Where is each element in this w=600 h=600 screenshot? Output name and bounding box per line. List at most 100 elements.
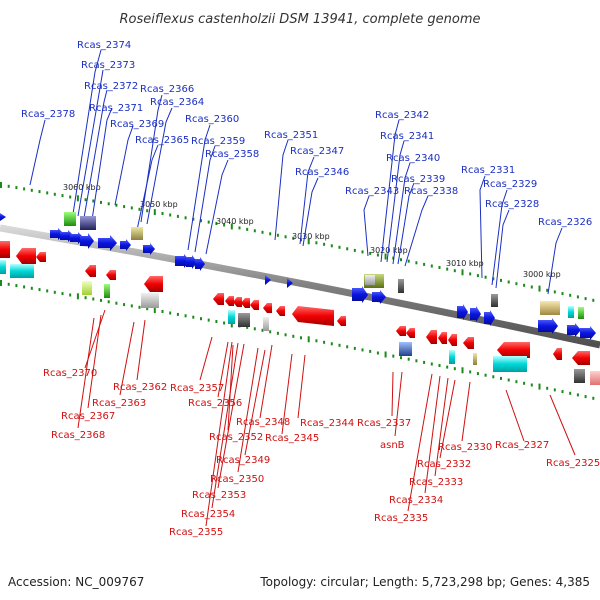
- gene-label[interactable]: Rcas_2362: [113, 382, 167, 393]
- gene-label[interactable]: Rcas_2345: [265, 433, 319, 444]
- gene-arrow[interactable]: [572, 351, 590, 365]
- gene-label[interactable]: Rcas_2369: [110, 119, 164, 130]
- gene-label[interactable]: Rcas_2333: [409, 477, 463, 488]
- gene-label[interactable]: Rcas_2326: [538, 217, 592, 228]
- gene-label[interactable]: Rcas_2335: [374, 513, 428, 524]
- gene-label[interactable]: Rcas_2353: [192, 490, 246, 501]
- gene-arrow[interactable]: [106, 270, 116, 280]
- gene-arrow[interactable]: [406, 328, 415, 338]
- gene-arrow[interactable]: [16, 248, 36, 264]
- gene-arrow[interactable]: [448, 334, 457, 346]
- gene-arrow[interactable]: [538, 318, 558, 334]
- feature-box[interactable]: [263, 317, 269, 331]
- feature-box[interactable]: [82, 281, 92, 295]
- gene-label[interactable]: Rcas_2363: [92, 398, 146, 409]
- feature-box[interactable]: [493, 356, 527, 372]
- gene-arrow[interactable]: [263, 303, 272, 313]
- gene-label[interactable]: Rcas_2370: [43, 368, 97, 379]
- gene-label[interactable]: Rcas_2359: [191, 136, 245, 147]
- gene-label[interactable]: Rcas_2366: [140, 84, 194, 95]
- gene-label[interactable]: Rcas_2373: [81, 60, 135, 71]
- gene-label[interactable]: Rcas_2360: [185, 114, 239, 125]
- feature-box[interactable]: [64, 212, 76, 226]
- gene-label[interactable]: Rcas_2356: [188, 398, 242, 409]
- feature-box[interactable]: [540, 301, 560, 315]
- gene-label[interactable]: Rcas_2343: [345, 186, 399, 197]
- gene-arrow[interactable]: [426, 330, 437, 344]
- gene-arrow[interactable]: [85, 265, 96, 277]
- gene-arrow[interactable]: [213, 293, 224, 305]
- gene-label[interactable]: Rcas_2352: [209, 432, 263, 443]
- gene-label[interactable]: Rcas_2354: [181, 509, 235, 520]
- gene-arrow[interactable]: [98, 235, 117, 251]
- feature-box[interactable]: [574, 369, 585, 383]
- gene-arrow[interactable]: [463, 337, 474, 349]
- gene-arrow[interactable]: [233, 297, 242, 307]
- gene-label[interactable]: Rcas_2332: [417, 459, 471, 470]
- gene-label[interactable]: Rcas_2334: [389, 495, 443, 506]
- feature-box[interactable]: [141, 293, 159, 308]
- gene-label[interactable]: Rcas_2372: [84, 81, 138, 92]
- gene-label[interactable]: Rcas_2358: [205, 149, 259, 160]
- gene-label[interactable]: Rcas_2371: [89, 103, 143, 114]
- gene-arrow[interactable]: [195, 257, 205, 271]
- gene-arrow[interactable]: [484, 310, 495, 326]
- feature-box[interactable]: [568, 306, 574, 318]
- gene-label[interactable]: Rcas_2349: [216, 455, 270, 466]
- gene-label[interactable]: Rcas_2378: [21, 109, 75, 120]
- feature-box[interactable]: [491, 294, 498, 307]
- feature-box[interactable]: [398, 279, 404, 293]
- feature-box[interactable]: [238, 313, 250, 327]
- gene-arrow[interactable]: [250, 300, 259, 310]
- gene-arrow[interactable]: [80, 233, 94, 249]
- gene-arrow[interactable]: [292, 306, 334, 326]
- feature-box[interactable]: [473, 353, 477, 365]
- gene-arrow[interactable]: [143, 243, 155, 255]
- gene-arrow[interactable]: [567, 323, 581, 337]
- feature-box[interactable]: [131, 227, 143, 240]
- gene-label[interactable]: Rcas_2342: [375, 110, 429, 121]
- gene-arrow[interactable]: [580, 326, 596, 340]
- gene-label[interactable]: Rcas_2364: [150, 97, 204, 108]
- gene-label[interactable]: Rcas_2365: [135, 135, 189, 146]
- gene-arrow[interactable]: [457, 304, 468, 320]
- gene-label[interactable]: Rcas_2328: [485, 199, 539, 210]
- gene-arrow[interactable]: [438, 332, 447, 344]
- gene-arrow[interactable]: [120, 239, 131, 251]
- gene-label[interactable]: Rcas_2337: [357, 418, 411, 429]
- gene-arrow[interactable]: [186, 255, 197, 269]
- gene-label[interactable]: Rcas_2327: [495, 440, 549, 451]
- gene-label[interactable]: Rcas_2347: [290, 146, 344, 157]
- feature-box[interactable]: [228, 310, 235, 324]
- gene-label[interactable]: Rcas_2355: [169, 527, 223, 538]
- gene-arrow[interactable]: [144, 276, 163, 292]
- gene-arrow[interactable]: [553, 348, 562, 360]
- feature-box[interactable]: [590, 371, 600, 385]
- feature-box[interactable]: [365, 275, 375, 285]
- gene-arrow[interactable]: [497, 342, 530, 358]
- gene-arrow[interactable]: [36, 252, 46, 262]
- gene-label[interactable]: Rcas_2341: [380, 131, 434, 142]
- gene-label[interactable]: Rcas_2331: [461, 165, 515, 176]
- gene-label[interactable]: Rcas_2367: [61, 411, 115, 422]
- gene-arrow[interactable]: [0, 213, 6, 221]
- gene-label[interactable]: Rcas_2357: [170, 383, 224, 394]
- gene-arrow[interactable]: [337, 316, 346, 326]
- gene-label[interactable]: Rcas_2330: [438, 442, 492, 453]
- gene-label[interactable]: Rcas_2340: [386, 153, 440, 164]
- gene-arrow[interactable]: [0, 241, 10, 258]
- gene-label[interactable]: Rcas_2350: [210, 474, 264, 485]
- gene-label[interactable]: Rcas_2351: [264, 130, 318, 141]
- feature-box[interactable]: [80, 216, 96, 230]
- gene-label[interactable]: Rcas_2344: [300, 418, 354, 429]
- gene-arrow[interactable]: [225, 296, 234, 306]
- feature-box[interactable]: [104, 284, 110, 298]
- gene-arrow[interactable]: [352, 286, 368, 303]
- gene-label[interactable]: Rcas_2338: [404, 186, 458, 197]
- feature-box[interactable]: [0, 260, 6, 274]
- feature-box[interactable]: [10, 264, 34, 278]
- gene-label[interactable]: Rcas_2346: [295, 167, 349, 178]
- gene-label[interactable]: Rcas_2348: [236, 417, 290, 428]
- gene-label[interactable]: Rcas_2325: [546, 458, 600, 469]
- feature-box[interactable]: [399, 342, 412, 356]
